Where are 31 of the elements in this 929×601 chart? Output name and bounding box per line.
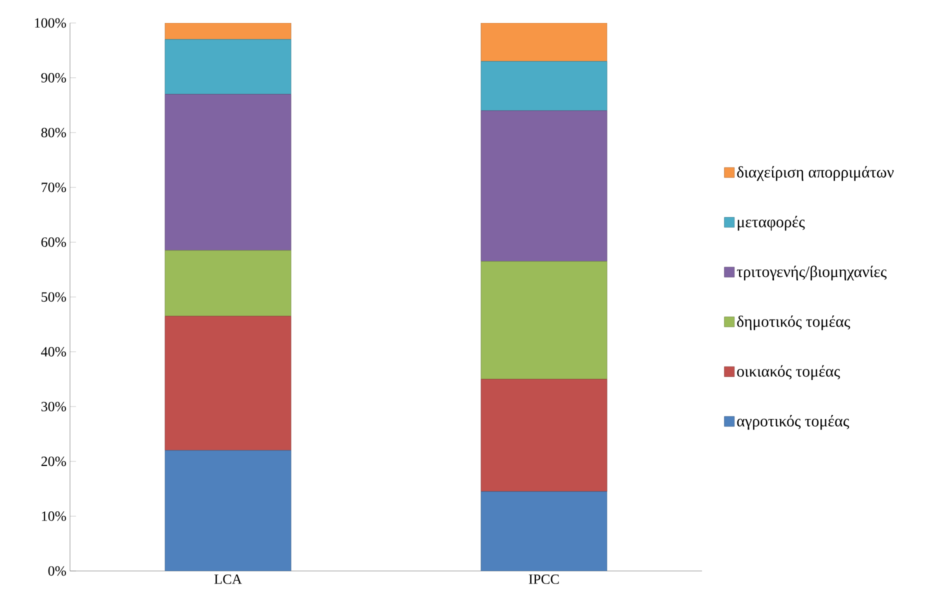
bar [480,110,608,262]
y-tick-label: 100% [35,18,66,28]
y-tick-label: 50% [42,292,66,302]
legend-label: οικιακός τομέας [737,365,840,380]
y-tick-label: 0% [48,566,66,576]
legend-label: διαχείριση απορριμάτων [737,166,894,181]
y-tick-label: 30% [41,402,66,412]
bar [164,39,292,94]
y-tick-label: 80% [41,128,66,138]
bar [164,94,292,251]
legend-label: δημοτικός τομέας [737,315,850,330]
bar [480,61,608,111]
y-tick-label: 20% [41,456,66,466]
bar [480,22,608,62]
bar [164,316,292,451]
y-tick-label: 70% [42,182,66,192]
bar [480,261,608,380]
legend-label: αγροτικός τομέας [737,415,850,430]
legend-label: μεταφορές [738,216,805,231]
bar [164,22,292,40]
bar [164,450,292,571]
y-tick-label: 10% [42,511,66,521]
y-tick-label: 40% [41,347,66,357]
legend-label: τριτογενής/βιομηχανίες [736,266,887,280]
y-tick-label: 60% [41,237,66,247]
bar [164,250,292,316]
bar [480,378,608,492]
x-tick-label: LCA [214,574,242,584]
x-tick-label: IPCC [528,574,559,584]
bar [480,491,608,571]
y-tick-label: 90% [41,73,66,83]
